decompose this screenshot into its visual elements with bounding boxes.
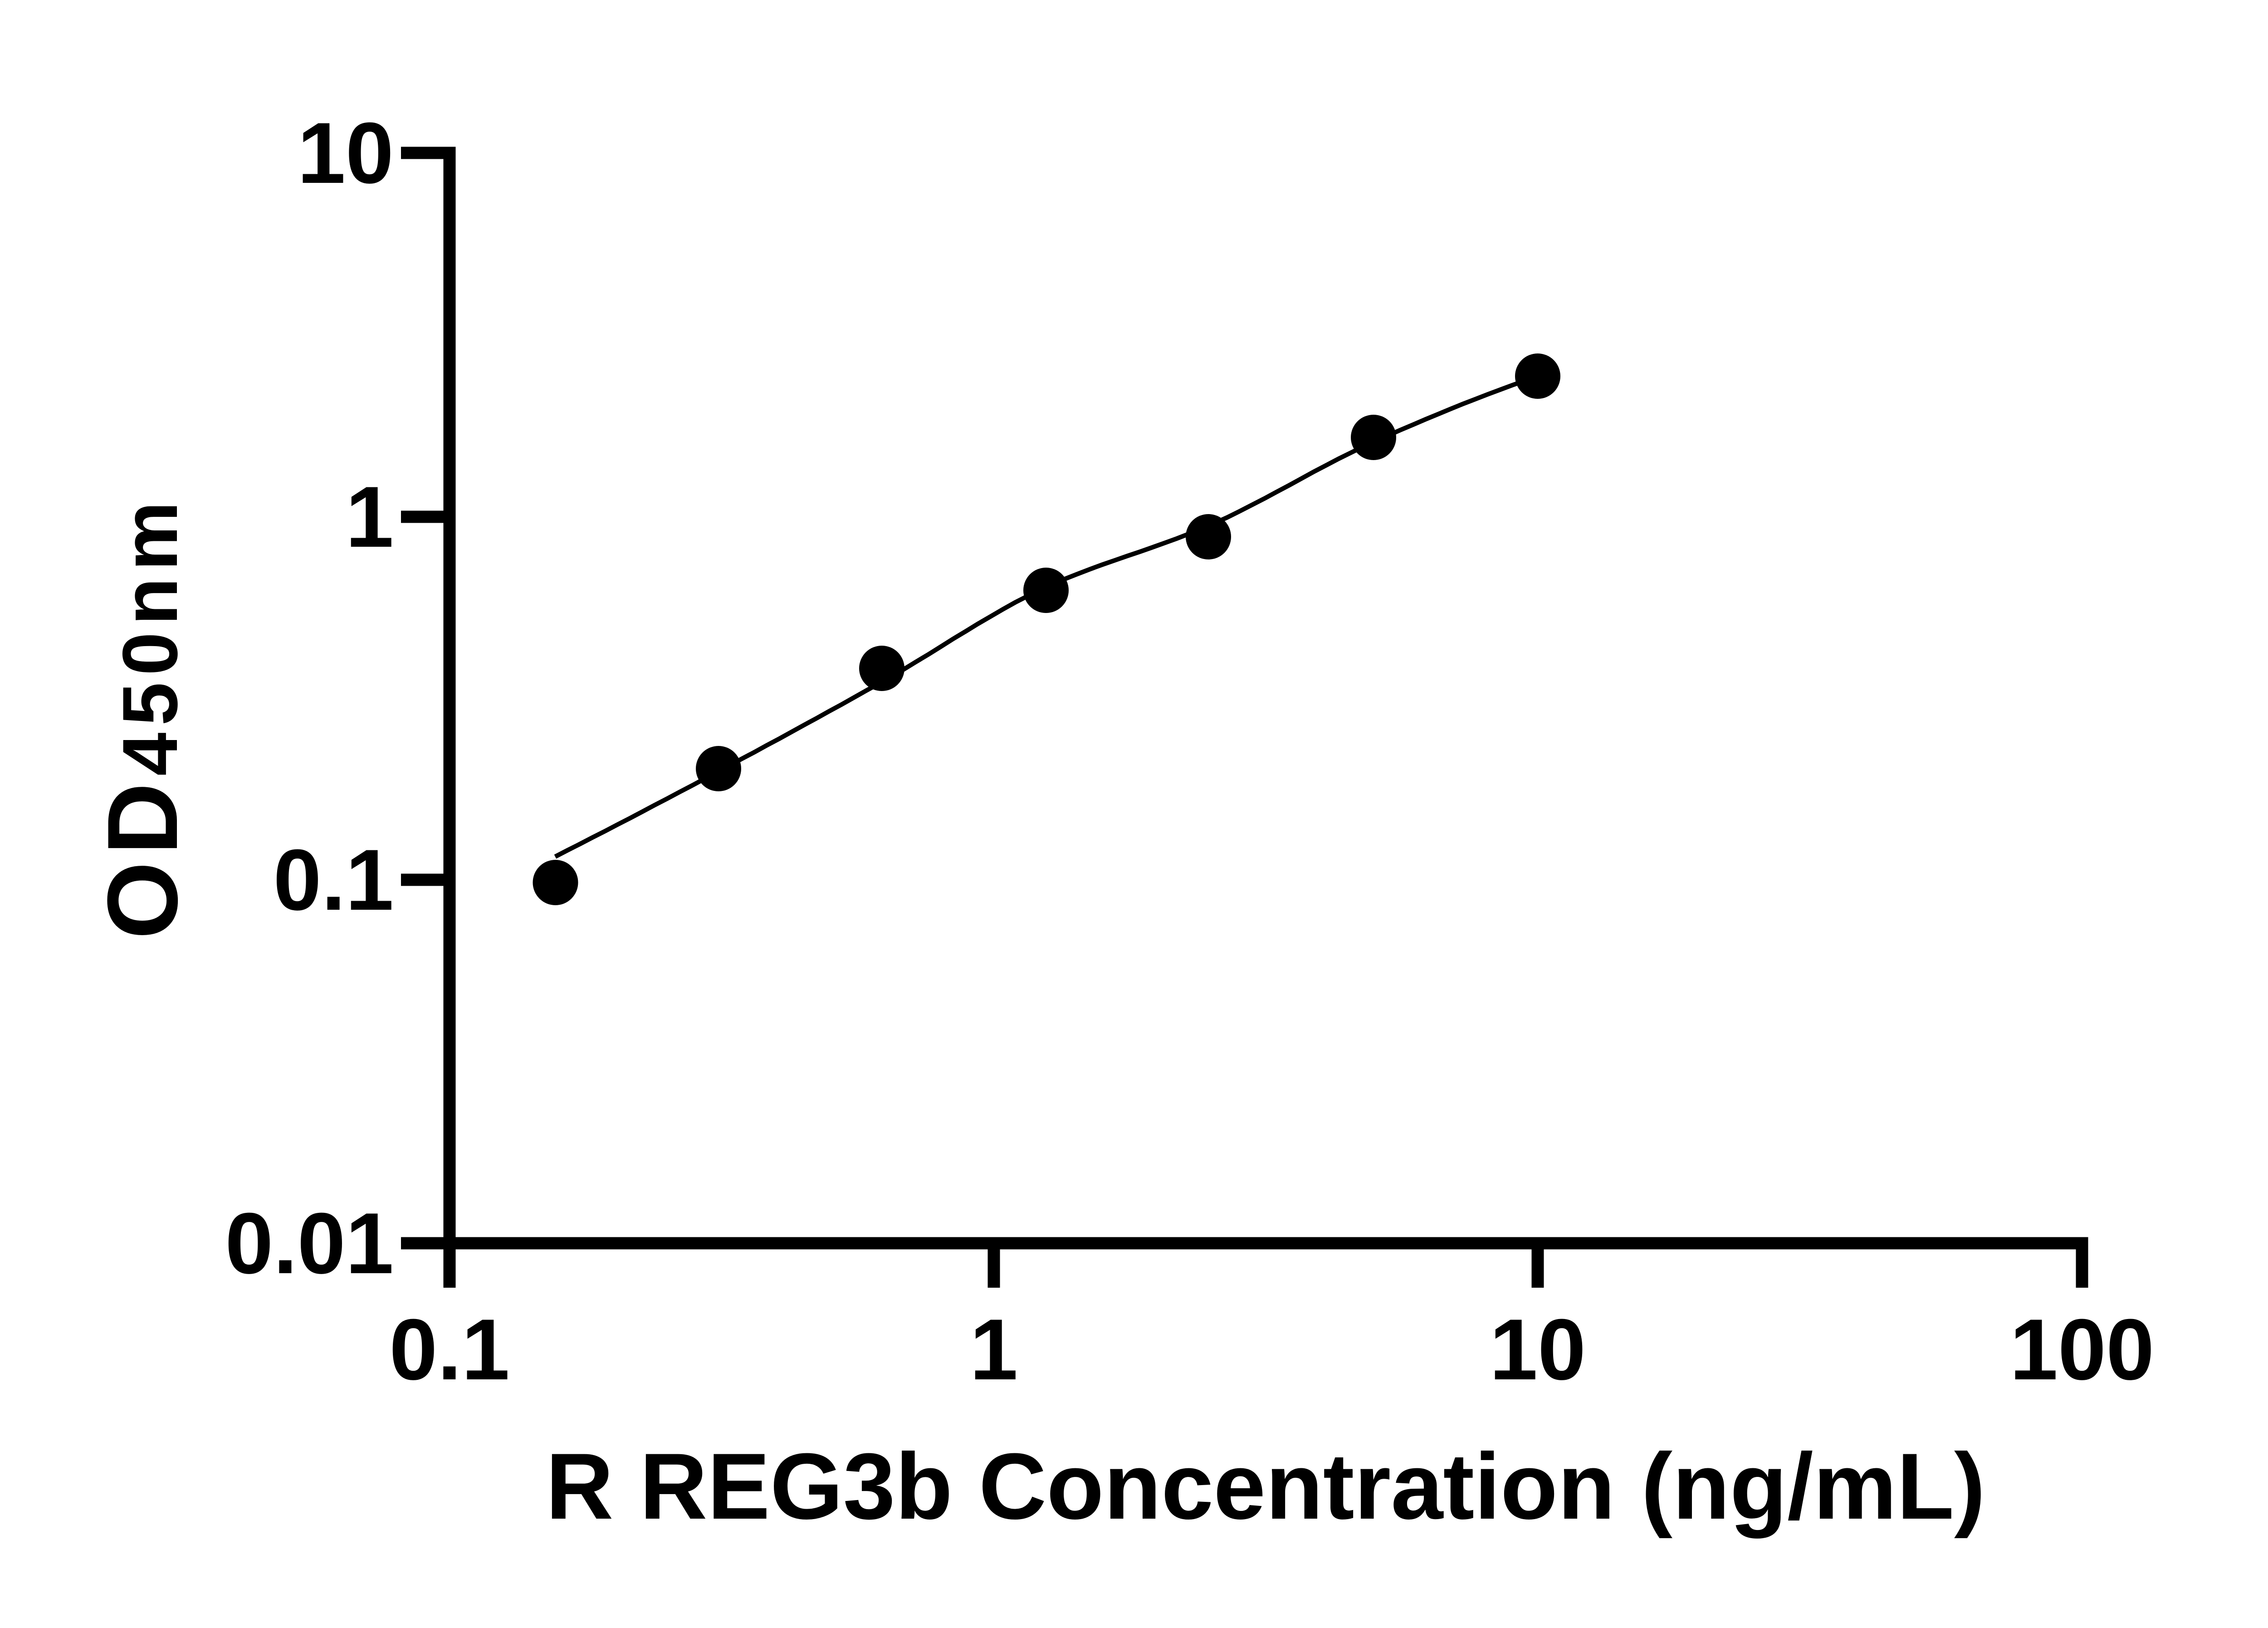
svg-text:0.1: 0.1 [389,1301,510,1398]
svg-text:1: 1 [970,1301,1018,1398]
svg-text:0.1: 0.1 [273,832,394,928]
svg-text:100: 100 [2010,1301,2155,1398]
svg-text:10: 10 [298,105,394,201]
svg-text:10: 10 [1490,1301,1586,1398]
svg-text:0.01: 0.01 [225,1195,394,1292]
svg-text:1: 1 [346,469,394,565]
svg-text:R REG3b Concentration (ng/mL): R REG3b Concentration (ng/mL) [546,1434,1985,1539]
